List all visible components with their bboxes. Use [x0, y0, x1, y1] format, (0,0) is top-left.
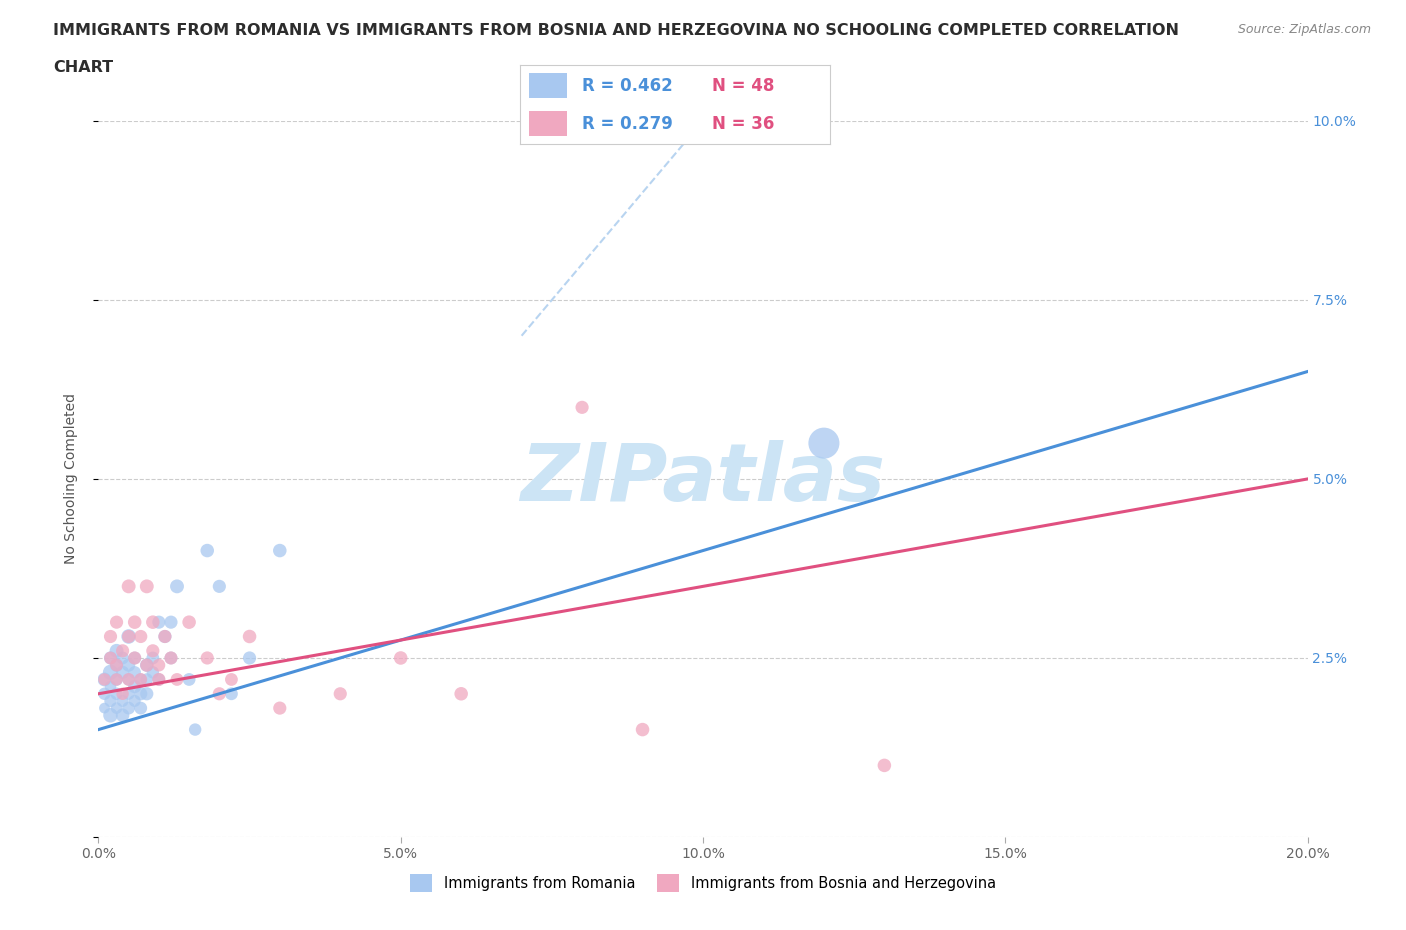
Point: [129, 686, 152, 701]
Point: [160, 651, 183, 666]
Point: [166, 672, 188, 687]
Point: [195, 651, 218, 666]
Point: [100, 629, 122, 644]
Text: Source: ZipAtlas.com: Source: ZipAtlas.com: [1237, 23, 1371, 36]
Point: [100, 665, 122, 680]
Point: [124, 665, 146, 680]
Text: N = 36: N = 36: [711, 114, 775, 133]
Text: ZIPatlas: ZIPatlas: [520, 440, 886, 518]
Point: [129, 700, 152, 715]
Point: [124, 694, 146, 709]
Point: [100, 651, 122, 666]
Point: [124, 651, 146, 666]
Point: [93, 672, 115, 687]
Point: [160, 615, 183, 630]
Bar: [530, 111, 567, 137]
Point: [105, 686, 128, 701]
Point: [135, 686, 157, 701]
Point: [571, 400, 593, 415]
Point: [124, 651, 146, 666]
Point: [179, 672, 201, 687]
Point: [148, 672, 170, 687]
Point: [105, 644, 128, 658]
Bar: [530, 73, 567, 99]
Point: [100, 694, 122, 709]
Point: [184, 722, 207, 737]
Point: [166, 578, 188, 593]
Point: [148, 658, 170, 672]
Point: [160, 651, 183, 666]
Point: [105, 672, 128, 687]
Point: [118, 686, 141, 701]
Point: [148, 672, 170, 687]
Point: [93, 686, 115, 701]
Point: [111, 644, 134, 658]
Point: [111, 665, 134, 680]
Point: [142, 644, 165, 658]
Point: [135, 578, 157, 593]
Point: [118, 700, 141, 715]
Point: [221, 672, 243, 687]
Point: [111, 651, 134, 666]
Point: [100, 679, 122, 694]
Point: [135, 658, 157, 672]
Point: [118, 672, 141, 687]
Point: [129, 672, 152, 687]
Text: CHART: CHART: [53, 60, 114, 75]
Point: [389, 651, 412, 666]
Point: [631, 722, 654, 737]
Point: [135, 658, 157, 672]
Point: [208, 686, 231, 701]
Point: [118, 629, 141, 644]
Point: [208, 578, 231, 593]
Point: [105, 700, 128, 715]
Point: [111, 708, 134, 723]
Point: [269, 543, 291, 558]
Point: [329, 686, 352, 701]
Legend: Immigrants from Romania, Immigrants from Bosnia and Herzegovina: Immigrants from Romania, Immigrants from…: [405, 869, 1001, 897]
Point: [105, 658, 128, 672]
Point: [142, 615, 165, 630]
Point: [450, 686, 472, 701]
Text: IMMIGRANTS FROM ROMANIA VS IMMIGRANTS FROM BOSNIA AND HERZEGOVINA NO SCHOOLING C: IMMIGRANTS FROM ROMANIA VS IMMIGRANTS FR…: [53, 23, 1180, 38]
Point: [111, 694, 134, 709]
Point: [118, 629, 141, 644]
Point: [153, 629, 176, 644]
Point: [142, 665, 165, 680]
Point: [873, 758, 896, 773]
Point: [93, 700, 115, 715]
Point: [111, 686, 134, 701]
Y-axis label: No Schooling Completed: No Schooling Completed: [63, 393, 77, 565]
Point: [142, 651, 165, 666]
Point: [118, 578, 141, 593]
Point: [269, 700, 291, 715]
Point: [129, 629, 152, 644]
Point: [153, 629, 176, 644]
Text: N = 48: N = 48: [711, 76, 775, 95]
Point: [118, 672, 141, 687]
Point: [100, 708, 122, 723]
Text: R = 0.279: R = 0.279: [582, 114, 673, 133]
Point: [221, 686, 243, 701]
Point: [105, 672, 128, 687]
Point: [813, 435, 835, 451]
Point: [105, 615, 128, 630]
Point: [148, 615, 170, 630]
Point: [239, 629, 262, 644]
Point: [129, 672, 152, 687]
Point: [118, 658, 141, 672]
Point: [195, 543, 218, 558]
Point: [179, 615, 201, 630]
Text: R = 0.462: R = 0.462: [582, 76, 673, 95]
Point: [239, 651, 262, 666]
Point: [135, 672, 157, 687]
Point: [124, 679, 146, 694]
Point: [124, 615, 146, 630]
Point: [105, 658, 128, 672]
Point: [93, 672, 115, 687]
Point: [100, 651, 122, 666]
